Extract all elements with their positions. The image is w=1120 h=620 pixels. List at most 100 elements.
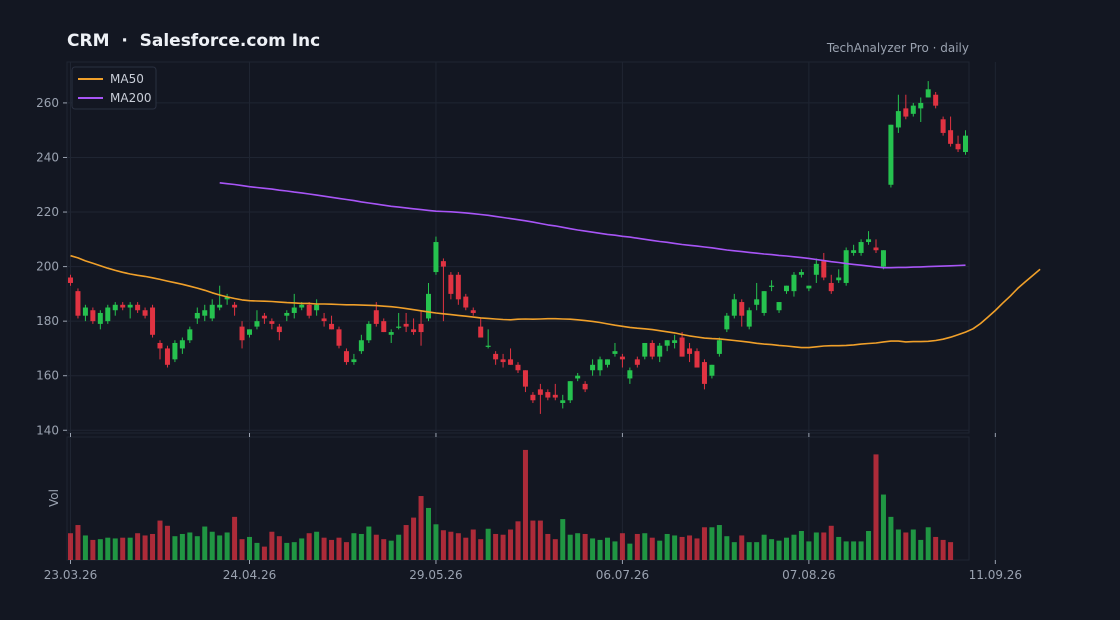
volume-bar [217,535,223,560]
volume-bar [948,542,954,560]
candle-body [530,394,536,401]
candle-body [247,329,252,335]
volume-bar [828,525,834,560]
volume-bar [493,533,499,560]
candle-body [329,323,335,330]
volume-bar [239,539,245,560]
candle-body [202,310,208,316]
volume-bar [649,537,655,560]
candle-body [895,111,901,128]
volume-bar [619,533,625,560]
candle-body [843,250,849,283]
x-tick-label: 06.07.26 [596,568,649,582]
candle-body [910,105,916,114]
volume-bar [731,542,737,560]
volume-bar [470,529,476,560]
y-tick-label: 220 [36,205,59,219]
candle-body [254,321,260,327]
volume-bar [642,533,648,560]
candles [68,81,968,414]
volume-axis-label: Vol [47,489,61,507]
candle-body [112,304,118,311]
volume-bar [746,542,752,560]
volume-bar [366,526,372,560]
volume-bar [590,538,596,560]
volume-bar [269,531,275,560]
candle-body [925,89,931,98]
volume-bar [135,533,141,560]
candle-body [567,381,573,401]
candle-body [358,340,364,352]
candle-body [880,250,886,267]
x-tick-label: 23.03.26 [44,568,97,582]
volume-bar [716,525,722,560]
volume-bar [142,535,148,560]
volume-bar [634,533,640,560]
candle-body [605,359,610,365]
candle-body [731,299,737,316]
volume-bar [597,539,603,560]
volume-bar [448,531,454,560]
candle-body [903,108,909,117]
candle-body [187,329,193,341]
candle-body [448,274,454,294]
candle-body [918,102,924,109]
volume-bar [724,536,730,560]
candle-body [769,285,775,287]
volume-bar [701,527,707,560]
volume-bar [82,535,88,560]
candle-body [463,296,469,308]
candle-body [515,364,521,371]
volume-bar [888,516,894,560]
candle-body [821,261,827,278]
volume-bar [605,537,610,560]
candle-body [493,353,499,360]
candle-body [217,304,223,308]
volume-bar [343,542,349,560]
candle-body [813,263,819,275]
volume-bar [224,532,230,560]
candle-body [455,274,461,300]
candle-body [261,315,267,319]
candle-body [276,326,282,333]
volume-bar [329,539,335,560]
candle-body [590,364,596,371]
volume-bar [537,520,543,560]
candle-body [888,124,894,185]
candle-body [135,304,141,311]
volume-bar [813,532,819,560]
volume-bar [545,533,551,560]
candle-body [776,302,782,311]
volume-bar [933,536,939,560]
candle-body [97,312,103,324]
candle-body [933,94,939,106]
candle-body [724,315,730,330]
candle-body [761,291,767,313]
volume-bar [306,533,312,560]
candle-body [343,351,349,363]
volume-bar [530,520,536,560]
candle-body [545,392,551,398]
volume-bar [194,536,200,560]
candle-body [179,340,185,349]
candle-body [433,242,439,273]
volume-bar [127,537,133,560]
candle-body [351,359,357,363]
candle-body [828,282,834,292]
volume-bar [567,534,573,560]
candle-body [642,342,648,357]
candle-body [500,359,506,363]
ma200-line [219,182,966,269]
volume-bar [396,534,402,560]
candle-body [291,307,297,313]
candle-body [164,348,170,365]
volume-bar [500,534,506,560]
candle-body [172,342,178,360]
candle-body [851,250,857,253]
candle-body [396,326,402,328]
x-tick-label: 11.09.26 [969,568,1022,582]
candle-body [478,326,484,338]
volume-bar [440,530,446,560]
volume-bar [150,533,156,560]
